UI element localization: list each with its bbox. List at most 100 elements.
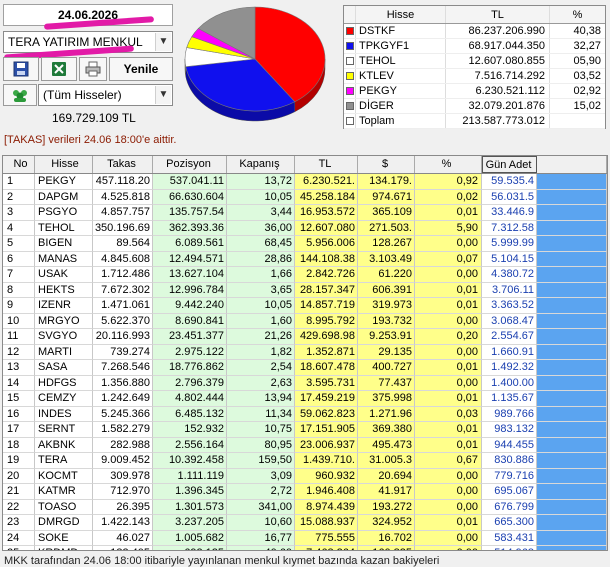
table-row[interactable]: 22 TOASO 26.395 1.301.573 341,00 8.974.439 193… xyxy=(3,499,607,515)
table-row[interactable]: 16 INDES 5.245.366 6.485.132 11,34 59.062.823… xyxy=(3,406,607,422)
table-header: No Hisse Takas Pozisyon Kapanış TL $ % G… xyxy=(3,156,607,174)
table-row[interactable]: 8 HEKTS 7.672.302 12.996.784 3,65 28.157.347 6… xyxy=(3,282,607,298)
row-usd: 271.503. xyxy=(358,220,415,236)
row-kapanis: 1,60 xyxy=(227,313,295,329)
col-header-usd[interactable]: $ xyxy=(358,156,415,173)
row-takas: 739.274 xyxy=(93,344,153,360)
row-kapanis: 2,63 xyxy=(227,375,295,391)
row-kapanis: 28,86 xyxy=(227,251,295,267)
table-row[interactable]: 18 AKBNK 282.988 2.556.164 80,95 23.006.937 49… xyxy=(3,437,607,453)
legend-table: Hisse TL % DSTKF 86.237.206.990 40,38 TPKGY… xyxy=(343,5,606,129)
row-usd: 369.380 xyxy=(358,422,415,438)
table-row[interactable]: 21 KATMR 712.970 1.396.345 2,72 1.946.408 41.9… xyxy=(3,484,607,500)
table-row[interactable]: 15 CEMZY 1.242.649 4.802.444 13,94 17.459.219… xyxy=(3,391,607,407)
table-row[interactable]: 20 KOCMT 309.978 1.111.119 3,09 960.932 20.694… xyxy=(3,468,607,484)
legend-header-hisse: Hisse xyxy=(356,6,446,23)
col-header-gun-adet[interactable]: Gün Adet xyxy=(482,156,537,173)
col-header-hisse[interactable]: Hisse xyxy=(35,156,93,173)
group-button[interactable] xyxy=(3,84,37,106)
table-row[interactable]: 10 MRGYO 5.622.370 8.690.841 1,60 8.995.792 19… xyxy=(3,313,607,329)
legend-header-pct: % xyxy=(572,9,583,21)
group-icon xyxy=(13,90,27,102)
row-takas: 7.268.546 xyxy=(93,360,153,376)
row-hisse: MRGYO xyxy=(35,313,93,329)
row-usd: 606.391 xyxy=(358,282,415,298)
row-no: 1 xyxy=(3,174,35,190)
chevron-down-icon[interactable]: ▼ xyxy=(155,86,171,104)
legend-name: DSTKF xyxy=(356,24,446,38)
col-header-tl[interactable]: TL xyxy=(295,156,358,173)
legend-pct: 32,27 xyxy=(573,40,601,52)
row-pozisyon: 135.757.54 xyxy=(153,205,227,221)
row-gun-adet: 5.104.15 xyxy=(482,251,537,267)
row-takas: 457.118.20 xyxy=(93,174,153,190)
table-row[interactable]: 24 SOKE 46.027 1.005.682 16,77 775.555 16.702 0… xyxy=(3,530,607,546)
row-pozisyon: 537.041.11 xyxy=(153,174,227,190)
stock-filter-select[interactable]: (Tüm Hisseler) ▼ xyxy=(38,84,173,106)
row-no: 5 xyxy=(3,236,35,252)
printer-icon xyxy=(85,61,101,77)
legend-row: KTLEV 7.516.714.292 03,52 xyxy=(344,69,605,84)
chevron-down-icon[interactable]: ▼ xyxy=(155,33,171,51)
col-header-empty xyxy=(537,156,607,173)
refresh-button[interactable]: Yenile xyxy=(109,57,173,81)
table-row[interactable]: 14 HDFGS 1.356.880 2.796.379 2,63 3.595.731 77… xyxy=(3,375,607,391)
row-kapanis: 10,60 xyxy=(227,515,295,531)
table-row[interactable]: 6 MANAS 4.845.608 12.494.571 28,86 144.108.38… xyxy=(3,251,607,267)
row-usd: 495.473 xyxy=(358,437,415,453)
row-hisse: AKBNK xyxy=(35,437,93,453)
table-row[interactable]: 25KRDMD183.405692.12540,607.468.264160.8… xyxy=(3,546,607,550)
row-usd: 29.135 xyxy=(358,344,415,360)
table-row[interactable]: 4 TEHOL 350.196.69 362.393.36 36,00 12.607.08… xyxy=(3,220,607,236)
print-button[interactable] xyxy=(79,57,107,81)
col-header-kapanis[interactable]: Kapanış xyxy=(227,156,295,173)
row-tl: 59.062.823 xyxy=(295,406,358,422)
row-kapanis: 10,75 xyxy=(227,422,295,438)
col-header-takas[interactable]: Takas xyxy=(93,156,153,173)
table-row[interactable]: 12 MARTI 739.274 2.975.122 1,82 1.352.871 29.1… xyxy=(3,344,607,360)
table-row[interactable]: 1 PEKGY 457.118.20 537.041.11 13,72 6.230.521… xyxy=(3,174,607,190)
legend-row: DİGER 32.079.201.876 15,02 xyxy=(344,99,605,114)
row-gun-adet: 59.535.4 xyxy=(482,174,537,190)
row-usd: 77.437 xyxy=(358,375,415,391)
table-row[interactable]: 5 BIGEN 89.564 6.089.561 68,45 5.956.006 128.2… xyxy=(3,236,607,252)
table-row[interactable]: 3 PSGYO 4.857.757 135.757.54 3,44 16.953.572 3… xyxy=(3,205,607,221)
excel-button[interactable] xyxy=(41,57,77,81)
holdings-table[interactable]: No Hisse Takas Pozisyon Kapanış TL $ % G… xyxy=(2,155,608,551)
row-gun-adet: 3.706.11 xyxy=(482,282,537,298)
table-row[interactable]: 11 SVGYO 20.116.993 23.451.377 21,26 429.698.… xyxy=(3,329,607,345)
table-row[interactable]: 17 SERNT 1.582.279 152.932 10,75 17.151.905 36… xyxy=(3,422,607,438)
row-kapanis: 80,95 xyxy=(227,437,295,453)
legend-tl: 32.079.201.876 xyxy=(446,99,550,113)
row-hisse: KOCMT xyxy=(35,468,93,484)
info-text: [TAKAS] verileri 24.06 18:00'e aittir. xyxy=(4,134,177,146)
table-row[interactable]: 13 SASA 7.268.546 18.776.862 2,54 18.607.478 4… xyxy=(3,360,607,376)
row-hisse: CEMZY xyxy=(35,391,93,407)
row-empty xyxy=(537,174,607,190)
row-pozisyon: 1.301.573 xyxy=(153,499,227,515)
row-empty xyxy=(537,484,607,500)
legend-swatch xyxy=(345,72,354,80)
row-pozisyon: 13.627.104 xyxy=(153,267,227,283)
row-empty xyxy=(537,515,607,531)
row-usd: 193.732 xyxy=(358,313,415,329)
row-no: 11 xyxy=(3,329,35,345)
table-row[interactable]: 9 IZENR 1.471.061 9.442.240 10,05 14.857.719 3… xyxy=(3,298,607,314)
row-hisse: KATMR xyxy=(35,484,93,500)
row-takas: 1.712.486 xyxy=(93,267,153,283)
col-header-pct[interactable]: % xyxy=(415,156,482,173)
row-no: 4 xyxy=(3,220,35,236)
table-row[interactable]: 7 USAK 1.712.486 13.627.104 1,66 2.842.726 61.… xyxy=(3,267,607,283)
row-takas: 282.988 xyxy=(93,437,153,453)
row-gun-adet: 695.067 xyxy=(482,484,537,500)
save-button[interactable] xyxy=(3,57,39,81)
col-header-no[interactable]: No xyxy=(3,156,35,173)
col-header-pozisyon[interactable]: Pozisyon xyxy=(153,156,227,173)
table-row[interactable]: 23 DMRGD 1.422.143 3.237.205 10,60 15.088.937… xyxy=(3,515,607,531)
legend-row: TPKGYF1 68.917.044.350 32,27 xyxy=(344,39,605,54)
table-row[interactable]: 2 DAPGM 4.525.818 66.630.604 10,05 45.258.184… xyxy=(3,189,607,205)
row-empty xyxy=(537,422,607,438)
row-kapanis: 10,05 xyxy=(227,298,295,314)
row-pozisyon: 12.494.571 xyxy=(153,251,227,267)
table-row[interactable]: 19 TERA 9.009.452 10.392.458 159,50 1.439.710… xyxy=(3,453,607,469)
